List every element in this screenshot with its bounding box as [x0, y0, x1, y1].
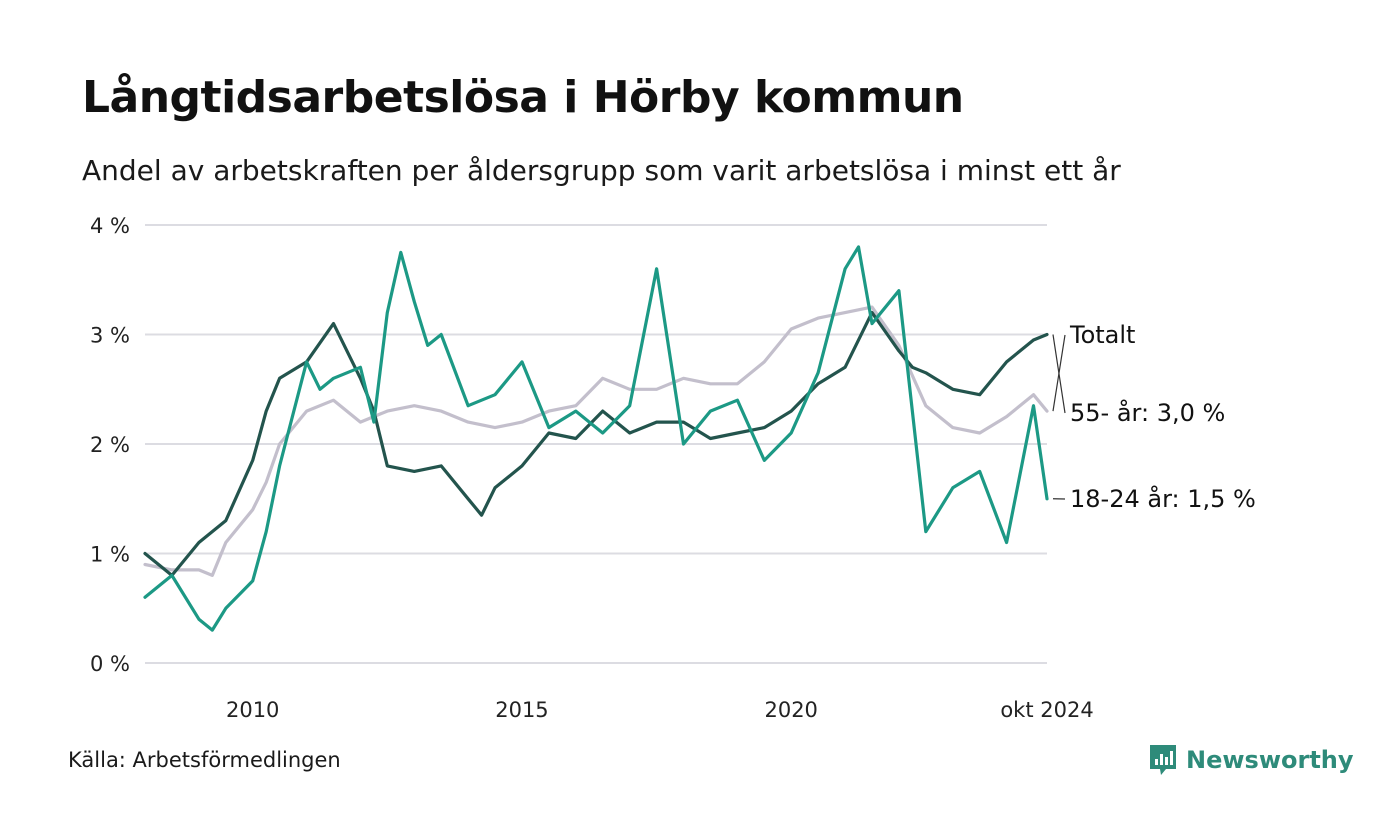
series-end-labels: Totalt 55- år: 3,0 % 18-24 år: 1,5 %	[1052, 321, 1256, 513]
y-tick-label: 0 %	[90, 652, 130, 676]
series-end-label: 18-24 år: 1,5 %	[1070, 484, 1256, 513]
series-lines	[143, 245, 1049, 632]
source-note: Källa: Arbetsförmedlingen	[68, 748, 341, 772]
y-axis-tick-labels: 0 % 1 % 2 % 3 % 4 %	[90, 214, 130, 676]
y-tick-label: 3 %	[90, 324, 130, 348]
brand-logo[interactable]: Newsworthy	[1148, 742, 1354, 778]
series-end-label: 55- år: 3,0 %	[1070, 398, 1225, 427]
chart-title: Långtidsarbetslösa i Hörby kommun	[82, 72, 964, 123]
newsworthy-logo-icon	[1150, 745, 1176, 775]
x-tick-label: 2020	[764, 698, 817, 722]
chart-subtitle: Andel av arbetskraften per åldersgrupp s…	[82, 154, 1121, 187]
series-line	[143, 245, 1049, 632]
y-tick-label: 2 %	[90, 433, 130, 457]
brand-name: Newsworthy	[1186, 746, 1354, 774]
x-tick-label: okt 2024	[1000, 698, 1093, 722]
x-axis-tick-labels: 2010 2015 2020 okt 2024	[226, 698, 1094, 722]
x-tick-label: 2010	[226, 698, 279, 722]
x-tick-label: 2015	[495, 698, 548, 722]
y-tick-label: 4 %	[90, 214, 130, 238]
label-leader-line	[1052, 334, 1066, 414]
grid-lines	[145, 224, 1047, 664]
y-tick-label: 1 %	[90, 543, 130, 567]
series-end-label: Totalt	[1069, 321, 1135, 349]
series-line	[143, 305, 1049, 577]
